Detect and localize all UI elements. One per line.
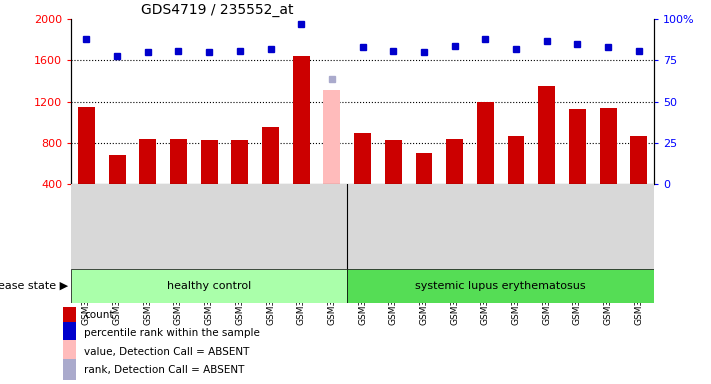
Bar: [78, 107, 95, 184]
Bar: [63, 340, 77, 362]
Bar: [347, 269, 654, 303]
Bar: [324, 90, 341, 184]
Text: rank, Detection Call = ABSENT: rank, Detection Call = ABSENT: [85, 365, 245, 375]
Bar: [599, 108, 616, 184]
Bar: [139, 139, 156, 184]
Bar: [63, 303, 77, 325]
Bar: [71, 269, 347, 303]
Bar: [508, 136, 525, 184]
Text: percentile rank within the sample: percentile rank within the sample: [85, 328, 260, 338]
Bar: [63, 359, 77, 380]
Text: healthy control: healthy control: [167, 281, 251, 291]
Text: value, Detection Call = ABSENT: value, Detection Call = ABSENT: [85, 347, 250, 357]
Bar: [293, 56, 310, 184]
Bar: [538, 86, 555, 184]
Text: GDS4719 / 235552_at: GDS4719 / 235552_at: [141, 3, 294, 17]
Bar: [109, 156, 126, 184]
Text: disease state ▶: disease state ▶: [0, 281, 68, 291]
Bar: [477, 102, 493, 184]
Bar: [415, 153, 432, 184]
Bar: [447, 139, 463, 184]
Bar: [385, 140, 402, 184]
Text: count: count: [85, 310, 114, 320]
Bar: [63, 322, 77, 343]
Bar: [354, 133, 371, 184]
Bar: [170, 139, 187, 184]
Bar: [232, 140, 248, 184]
Bar: [201, 140, 218, 184]
Bar: [262, 127, 279, 184]
Bar: [569, 109, 586, 184]
Text: systemic lupus erythematosus: systemic lupus erythematosus: [415, 281, 586, 291]
Bar: [631, 136, 647, 184]
